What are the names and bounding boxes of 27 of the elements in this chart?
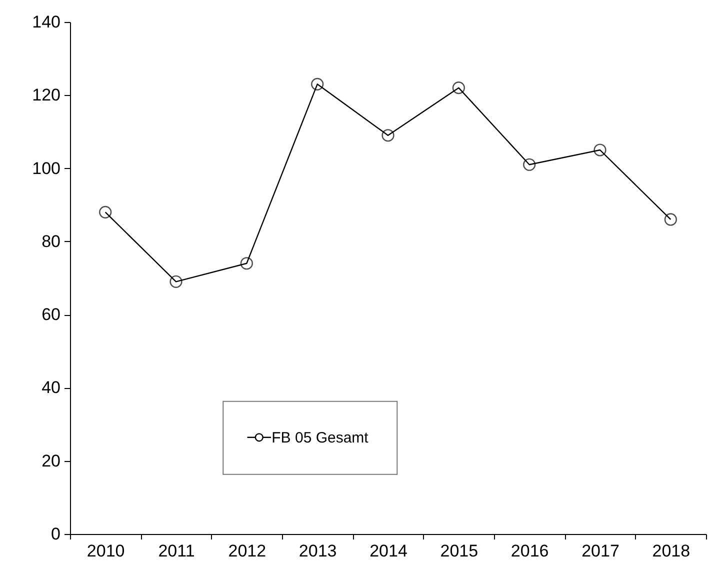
point [664,213,677,226]
point [452,82,465,94]
y-tick-label: 100 [32,158,60,178]
x-tick-label: 2014 [370,542,408,560]
x-tick-label: 2017 [582,542,620,560]
point [594,144,606,156]
x-tick-label: 2013 [298,542,337,560]
y-tick-label: 20 [42,451,60,470]
point [99,206,112,218]
x-tick-label: 2018 [652,542,690,560]
point [240,257,253,270]
point [382,129,394,142]
x-tick-label: 2012 [228,542,266,560]
y-tick-label: 80 [42,232,60,251]
y-tick-label: 140 [32,12,60,32]
y-tick-label: 60 [42,305,60,324]
x-tick-label: 2010 [86,542,125,560]
y-tick-label: 40 [42,378,60,398]
point [170,275,182,288]
y-tick-label: 0 [51,524,60,544]
x-tick-label: 2016 [510,542,549,560]
y-tick-label: 120 [32,86,60,105]
point [311,78,324,90]
legend-label: FB 05 Gesamt [272,429,370,446]
x-tick-label: 2011 [158,542,195,560]
point [523,158,536,171]
x-tick-label: 2015 [440,542,478,560]
